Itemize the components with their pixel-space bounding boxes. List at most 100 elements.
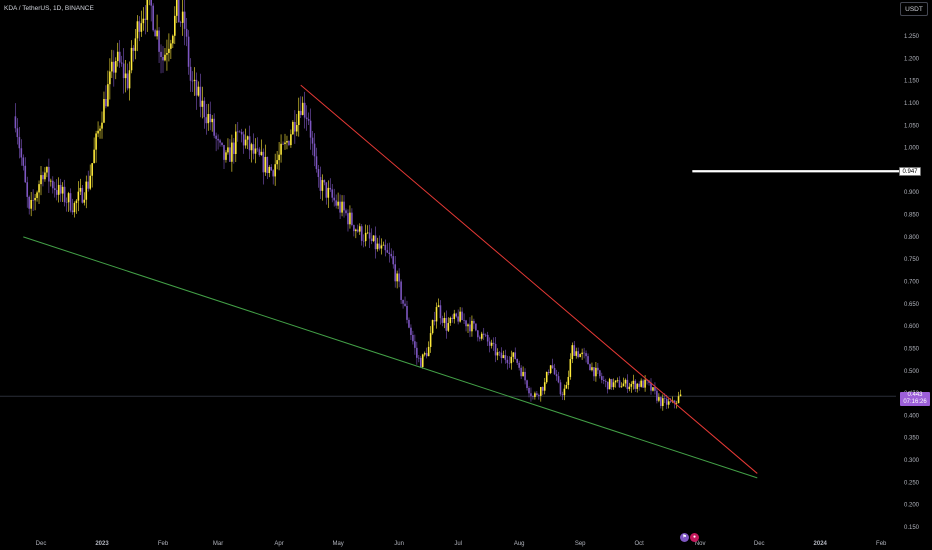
- candle-body: [457, 316, 459, 322]
- y-tick-label: 1.100: [904, 101, 920, 107]
- candle-body: [284, 142, 286, 145]
- candle-body: [276, 160, 278, 165]
- candle-body: [506, 359, 509, 363]
- candle-body: [433, 320, 436, 322]
- y-tick-label: 1.050: [904, 123, 920, 129]
- candle-body: [221, 142, 223, 146]
- candle-body: [638, 383, 640, 387]
- candle-body: [59, 184, 62, 194]
- currency-unit-button[interactable]: USDT: [900, 2, 928, 16]
- candle-body: [368, 232, 371, 239]
- candle-body: [484, 334, 487, 336]
- candle-body: [156, 30, 158, 37]
- candle-body: [528, 387, 530, 394]
- candle-body: [563, 388, 566, 396]
- candle-body: [331, 189, 334, 198]
- candle-body: [317, 169, 320, 178]
- candle-body: [636, 383, 639, 389]
- candle-body: [577, 351, 579, 358]
- y-tick-label: 0.650: [904, 302, 920, 308]
- candle-body: [95, 133, 97, 150]
- y-tick-label: 0.750: [904, 257, 920, 263]
- candle-body: [480, 333, 483, 339]
- candle-body: [591, 367, 593, 371]
- candle-body: [575, 351, 578, 356]
- y-tick-label: 0.700: [904, 280, 920, 286]
- y-tick-label: 0.350: [904, 436, 920, 442]
- x-tick-label: Oct: [635, 541, 645, 547]
- candle-body: [34, 197, 36, 201]
- candle-body: [514, 352, 517, 359]
- candle-body: [345, 210, 347, 214]
- candle-body: [152, 5, 154, 31]
- y-tick-label: 0.500: [904, 369, 920, 375]
- candle-body: [244, 139, 247, 146]
- candle-body: [48, 166, 50, 182]
- candle-body: [297, 110, 300, 126]
- candle-body: [57, 184, 60, 195]
- candle-body: [278, 154, 280, 161]
- candle-body: [581, 352, 583, 355]
- candle-body: [606, 381, 609, 390]
- candle-body: [532, 396, 534, 397]
- candle-body: [410, 327, 412, 335]
- event-icon[interactable]: ●: [690, 533, 699, 542]
- candle-body: [587, 356, 589, 365]
- candle-body: [597, 367, 599, 371]
- candle-body: [547, 371, 550, 374]
- candle-body: [20, 148, 23, 158]
- candle-body: [663, 398, 666, 399]
- candle-body: [32, 200, 34, 201]
- candle-body: [14, 116, 17, 129]
- candle-body: [79, 187, 82, 192]
- candle-body: [280, 143, 282, 155]
- candle-body: [109, 71, 111, 85]
- candle-body: [667, 401, 670, 405]
- candle-body: [579, 354, 581, 358]
- last-price-tag: 0.443 07:16:26: [900, 392, 930, 406]
- candle-body: [201, 100, 204, 107]
- candle-body: [358, 226, 361, 232]
- candle-body: [175, 0, 178, 16]
- candle-body: [364, 232, 367, 242]
- y-tick-label: 0.900: [904, 190, 920, 196]
- candle-body: [233, 142, 235, 155]
- candle-body: [42, 175, 44, 180]
- candle-body: [549, 365, 552, 374]
- candle-body: [437, 305, 440, 308]
- candle-body: [640, 380, 642, 387]
- candle-body: [258, 149, 261, 156]
- candle-body: [425, 353, 428, 357]
- candle-body: [416, 347, 418, 358]
- candle-body: [347, 213, 349, 225]
- candle-body: [508, 362, 511, 364]
- candle-body: [116, 51, 119, 62]
- candle-body: [236, 131, 239, 133]
- candle-body: [217, 138, 219, 141]
- flag-icon[interactable]: ⚑: [680, 533, 689, 542]
- x-tick-label: Sep: [575, 541, 586, 547]
- candle-body: [52, 180, 54, 189]
- candle-body: [482, 333, 485, 335]
- candle-body: [124, 73, 127, 79]
- candle-body: [522, 371, 524, 377]
- candle-body: [170, 43, 172, 49]
- candle-body: [264, 156, 267, 173]
- candle-body: [555, 374, 558, 377]
- candle-body: [618, 380, 621, 388]
- candle-body: [414, 341, 416, 348]
- candle-body: [355, 229, 357, 232]
- candle-body: [461, 311, 463, 321]
- candle-body: [97, 130, 99, 134]
- candle-body: [311, 137, 314, 144]
- y-tick-label: 1.250: [904, 34, 920, 40]
- y-tick-label: 1.200: [904, 56, 920, 62]
- candle-body: [398, 273, 400, 282]
- candle-body: [536, 393, 538, 396]
- candle-body: [91, 163, 93, 176]
- candle-body: [323, 180, 326, 183]
- candle-body: [520, 367, 522, 377]
- candle-body: [650, 382, 652, 391]
